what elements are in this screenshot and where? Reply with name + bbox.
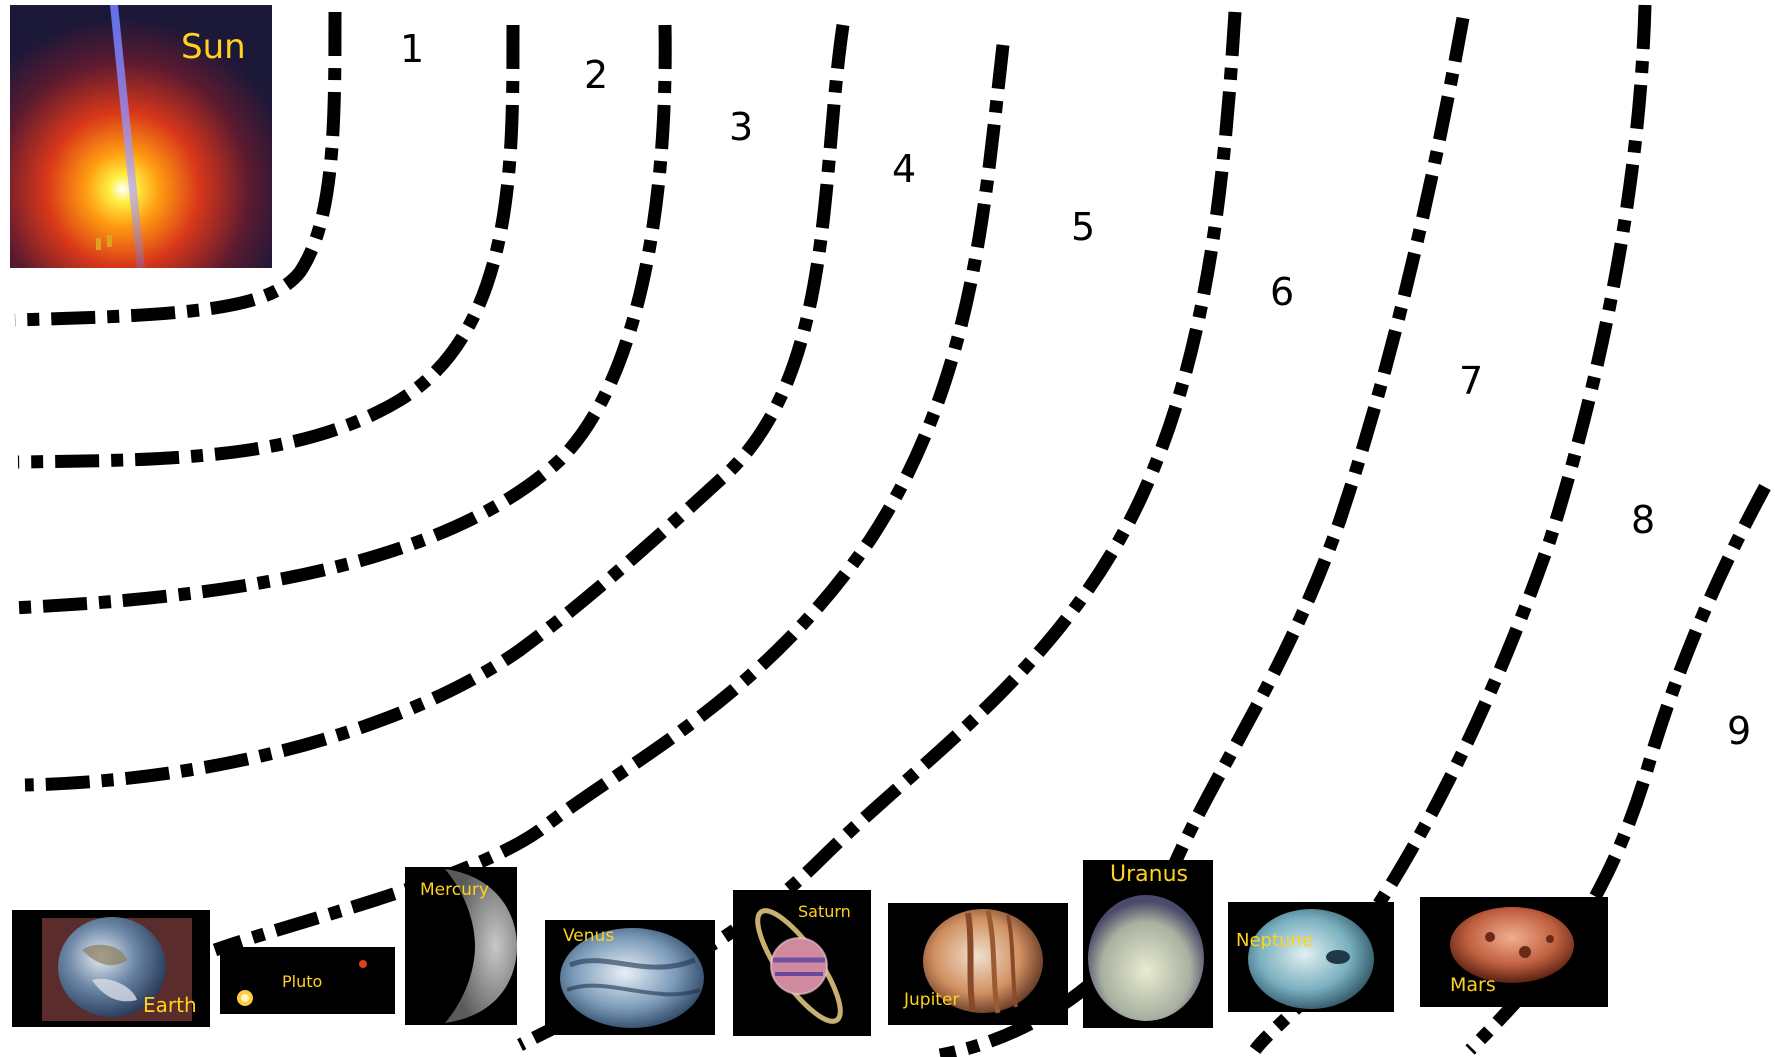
venus-graphic (545, 920, 715, 1035)
saturn-image (733, 890, 871, 1036)
mercury-image (405, 867, 517, 1025)
venus-label: Venus (563, 926, 615, 946)
jupiter-label: Jupiter (904, 990, 960, 1010)
mars-graphic (1420, 897, 1608, 1007)
pluto-label: Pluto (282, 972, 323, 991)
orbit-line-1 (14, 11, 342, 327)
earth-graphic (12, 910, 210, 1027)
earth-label: Earth (143, 993, 197, 1017)
orbit-line-3 (11, 24, 672, 615)
mars-label: Mars (1450, 974, 1496, 996)
pluto-graphic (220, 947, 395, 1014)
mercury-graphic (405, 867, 517, 1025)
orbit-line-2 (17, 24, 520, 469)
orbit-line-8 (1249, 4, 1652, 1055)
sun-graphic (10, 5, 272, 268)
sun-image (10, 5, 272, 268)
jupiter-image (888, 903, 1068, 1025)
orbit-number-1: 1 (400, 27, 425, 71)
neptune-label: Neptune (1236, 930, 1313, 951)
orbit-number-2: 2 (584, 53, 609, 97)
mercury-label: Mercury (420, 880, 489, 900)
mars-image (1420, 897, 1608, 1007)
orbit-number-7: 7 (1459, 359, 1484, 403)
orbit-number-4: 4 (892, 147, 917, 191)
saturn-label: Saturn (798, 902, 851, 921)
sun-label: Sun (181, 27, 246, 67)
neptune-image (1228, 902, 1394, 1012)
orbit-number-8: 8 (1631, 498, 1656, 542)
pluto-image (220, 947, 395, 1014)
uranus-image (1083, 860, 1213, 1028)
orbit-number-6: 6 (1270, 270, 1295, 314)
orbit-number-3: 3 (729, 105, 754, 149)
orbit-number-9: 9 (1727, 709, 1752, 753)
orbit-number-5: 5 (1071, 205, 1096, 249)
saturn-graphic (733, 890, 871, 1036)
orbit-line-4 (24, 24, 850, 792)
venus-image (545, 920, 715, 1035)
uranus-label: Uranus (1110, 862, 1188, 887)
uranus-graphic (1083, 860, 1213, 1028)
neptune-graphic (1228, 902, 1394, 1012)
jupiter-graphic (888, 903, 1068, 1025)
earth-image (12, 910, 210, 1027)
